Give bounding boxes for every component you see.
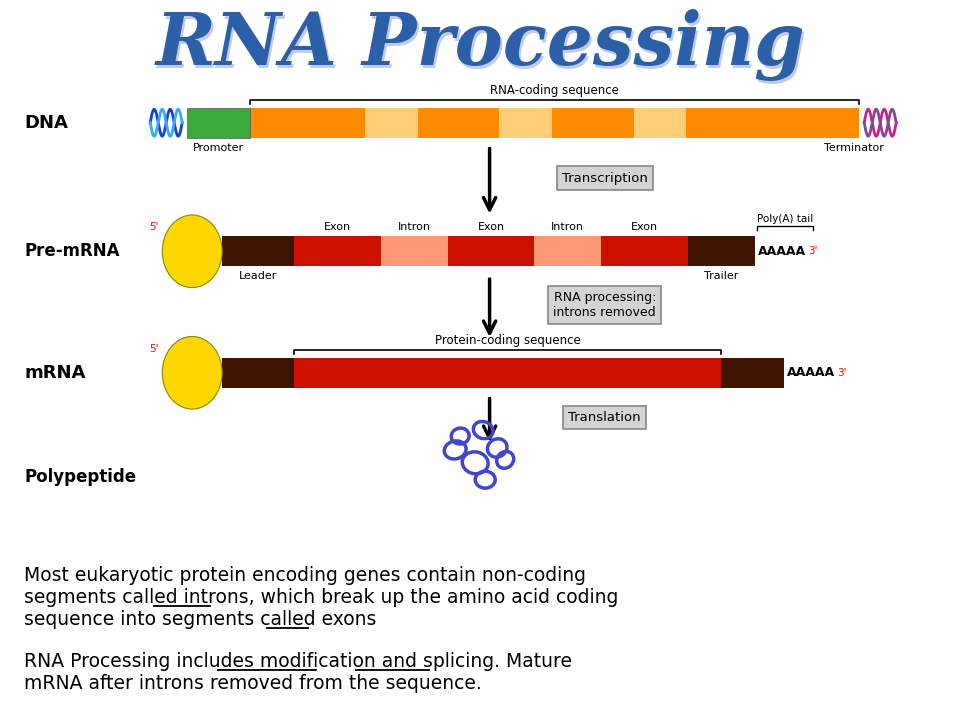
- Text: RNA Processing: RNA Processing: [156, 9, 804, 81]
- Text: 5': 5': [150, 343, 159, 354]
- Ellipse shape: [162, 336, 222, 409]
- Bar: [499, 108, 552, 138]
- Ellipse shape: [162, 215, 222, 287]
- Bar: [687, 236, 755, 266]
- Bar: [365, 108, 418, 138]
- Text: RNA processing:
introns removed: RNA processing: introns removed: [554, 291, 656, 319]
- Text: Promoter: Promoter: [193, 143, 244, 153]
- Text: Pre-mRNA: Pre-mRNA: [24, 243, 119, 261]
- Text: Leader: Leader: [239, 271, 277, 282]
- Text: RNA Processing: RNA Processing: [158, 12, 807, 84]
- Text: Poly(A) tail: Poly(A) tail: [756, 215, 813, 225]
- Text: AAAAA: AAAAA: [787, 366, 835, 379]
- Bar: [447, 236, 534, 266]
- Bar: [187, 108, 250, 138]
- Text: Polypeptide: Polypeptide: [24, 468, 136, 486]
- Text: 3': 3': [808, 246, 817, 256]
- Bar: [380, 236, 447, 266]
- Bar: [634, 108, 686, 138]
- Text: Intron: Intron: [551, 222, 585, 233]
- Text: Exon: Exon: [631, 222, 659, 233]
- Bar: [601, 236, 687, 266]
- Text: mRNA after introns removed from the sequence.: mRNA after introns removed from the sequ…: [24, 674, 482, 693]
- Text: Exon: Exon: [324, 222, 351, 233]
- Text: Most eukaryotic protein encoding genes contain non-coding: Most eukaryotic protein encoding genes c…: [24, 567, 586, 585]
- Text: Transcription: Transcription: [562, 171, 648, 184]
- Text: sequence into segments called exons: sequence into segments called exons: [24, 610, 376, 629]
- Text: AAAAA: AAAAA: [758, 245, 806, 258]
- Text: 3': 3': [837, 368, 846, 378]
- Bar: [222, 236, 294, 266]
- Text: Protein-coding sequence: Protein-coding sequence: [435, 334, 581, 347]
- Text: Cap: Cap: [181, 222, 203, 233]
- Text: DNA: DNA: [24, 114, 68, 132]
- Text: Terminator: Terminator: [825, 143, 884, 153]
- Text: Trailer: Trailer: [704, 271, 738, 282]
- Bar: [534, 236, 601, 266]
- Bar: [222, 358, 294, 388]
- Bar: [294, 358, 721, 388]
- Text: RNA Processing includes modification and splicing. Mature: RNA Processing includes modification and…: [24, 652, 572, 671]
- Text: mRNA: mRNA: [24, 364, 85, 382]
- Bar: [294, 236, 380, 266]
- Bar: [250, 108, 859, 138]
- Text: Intron: Intron: [397, 222, 431, 233]
- Bar: [721, 358, 783, 388]
- Text: Translation: Translation: [568, 411, 641, 424]
- Text: Exon: Exon: [477, 222, 505, 233]
- Text: segments called introns, which break up the amino acid coding: segments called introns, which break up …: [24, 588, 618, 607]
- Text: 5': 5': [150, 222, 159, 233]
- Text: RNA-coding sequence: RNA-coding sequence: [490, 84, 619, 96]
